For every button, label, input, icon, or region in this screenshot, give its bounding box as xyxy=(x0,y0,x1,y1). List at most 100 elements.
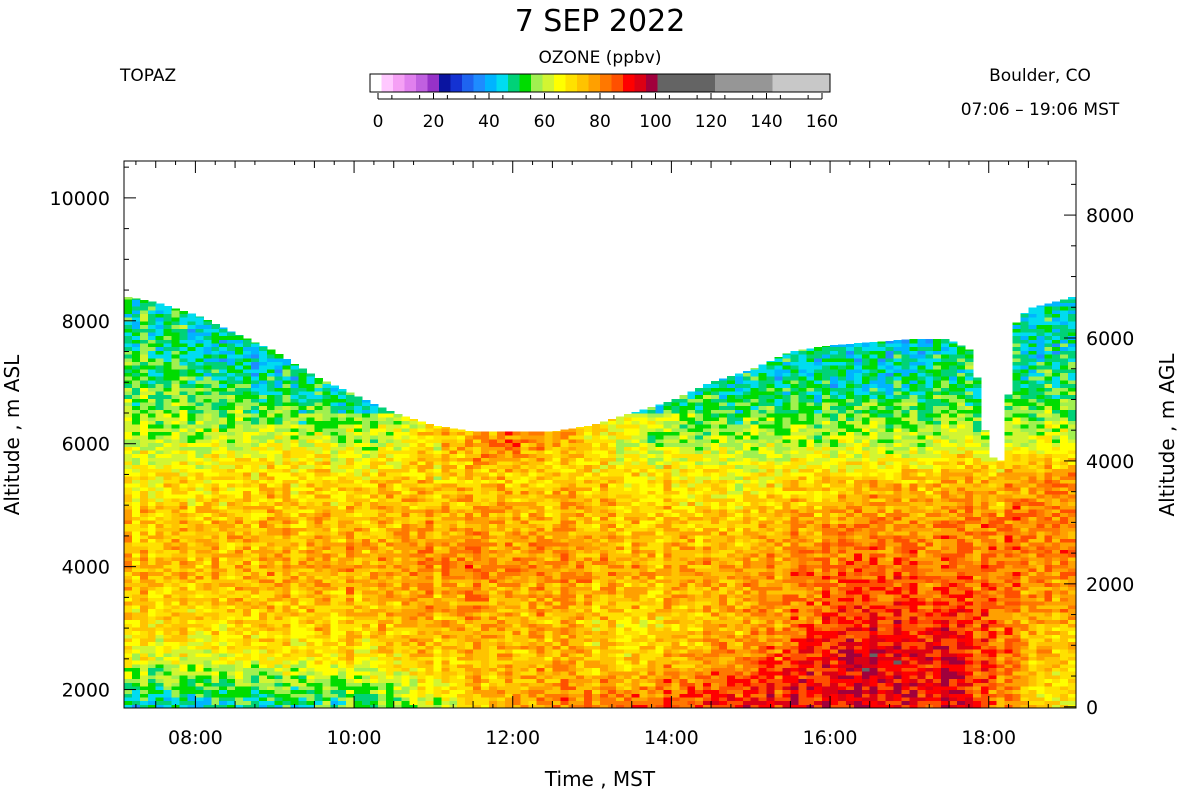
ozone-cell xyxy=(441,619,450,624)
ozone-cell xyxy=(393,685,403,691)
ozone-cell xyxy=(124,383,133,388)
ozone-cell xyxy=(250,424,260,429)
ozone-cell xyxy=(377,549,387,554)
ozone-cell xyxy=(250,530,260,536)
ozone-cell xyxy=(465,623,474,628)
ozone-cell xyxy=(496,508,506,514)
ozone-cell xyxy=(243,656,252,661)
ozone-cell xyxy=(290,634,300,639)
ozone-cell xyxy=(425,534,434,539)
ozone-cell xyxy=(457,634,466,639)
ozone-cell xyxy=(179,368,189,374)
ozone-cell xyxy=(298,471,308,477)
ozone-cell xyxy=(377,634,387,639)
ozone-cell xyxy=(203,615,212,621)
ozone-cell xyxy=(243,538,252,543)
ozone-cell xyxy=(536,571,546,576)
ozone-cell xyxy=(330,412,339,418)
ozone-cell xyxy=(488,453,498,458)
ozone-cell xyxy=(179,645,189,650)
ozone-cell xyxy=(274,656,284,661)
ozone-cell xyxy=(473,601,482,606)
ozone-cell xyxy=(425,586,434,591)
ozone-cell xyxy=(314,575,323,580)
ozone-cell xyxy=(155,682,165,687)
ozone-cell xyxy=(250,383,260,388)
ozone-cell xyxy=(274,593,284,598)
ozone-cell xyxy=(369,630,379,635)
ozone-cell xyxy=(243,663,252,669)
ozone-cell xyxy=(377,407,387,410)
ozone-cell xyxy=(441,549,450,554)
ozone-cell xyxy=(385,494,395,499)
ozone-cell xyxy=(211,361,220,366)
ozone-cell xyxy=(425,427,434,433)
ozone-cell xyxy=(393,453,403,458)
ozone-cell xyxy=(306,387,315,392)
ozone-cell xyxy=(163,416,173,421)
ozone-cell xyxy=(354,527,363,532)
ozone-cell xyxy=(163,649,173,654)
ozone-cell xyxy=(393,634,403,639)
ozone-cell xyxy=(195,571,204,576)
ozone-cell xyxy=(139,682,149,687)
ozone-cell xyxy=(322,615,331,621)
ozone-cell xyxy=(243,682,252,687)
ozone-cell xyxy=(433,667,442,672)
ozone-cell xyxy=(473,501,482,506)
ozone-cell xyxy=(124,641,133,646)
ozone-cell xyxy=(219,704,228,709)
ozone-cell xyxy=(512,471,522,477)
ozone-cell xyxy=(131,578,141,584)
ozone-cell xyxy=(496,578,506,584)
ozone-cell xyxy=(298,457,308,462)
ozone-cell xyxy=(417,468,427,473)
ozone-cell xyxy=(544,590,553,595)
ozone-cell xyxy=(179,479,189,484)
ozone-cell xyxy=(258,464,268,469)
ozone-cell xyxy=(496,674,506,680)
ozone-cell xyxy=(377,523,387,528)
ozone-cell xyxy=(362,560,371,565)
ozone-cell xyxy=(258,453,268,458)
ozone-cell xyxy=(425,438,434,444)
ozone-cell xyxy=(425,645,434,650)
ozone-cell xyxy=(369,649,379,654)
ozone-cell xyxy=(354,615,363,621)
ozone-cell xyxy=(354,685,363,691)
ozone-cell xyxy=(147,401,157,407)
ozone-cell xyxy=(298,527,308,532)
ozone-cell xyxy=(266,357,276,362)
ozone-cell xyxy=(195,446,204,451)
ozone-cell xyxy=(488,667,498,672)
ozone-cell xyxy=(282,545,292,551)
ozone-cell xyxy=(354,519,363,525)
ozone-cell xyxy=(481,693,490,698)
ozone-cell xyxy=(274,634,284,639)
ozone-cell xyxy=(433,582,442,587)
ozone-cell xyxy=(401,696,411,702)
ozone-cell xyxy=(481,457,490,462)
ozone-cell xyxy=(504,438,514,444)
ozone-cell xyxy=(195,623,204,628)
ozone-cell xyxy=(258,685,268,691)
ozone-cell xyxy=(290,416,300,421)
ozone-cell xyxy=(401,512,411,517)
ozone-cell xyxy=(401,553,411,558)
ozone-cell xyxy=(449,435,458,440)
ozone-cell xyxy=(449,601,458,606)
ozone-cell xyxy=(504,564,514,569)
ozone-cell xyxy=(179,365,189,370)
ozone-cell xyxy=(377,542,387,547)
ozone-cell xyxy=(330,556,339,562)
ozone-cell xyxy=(147,619,157,624)
ozone-cell xyxy=(179,401,189,407)
ozone-cell xyxy=(536,512,546,517)
ozone-cell xyxy=(131,471,141,477)
ozone-cell xyxy=(298,696,308,702)
ozone-cell xyxy=(235,619,244,624)
ozone-cell xyxy=(330,387,339,392)
ozone-cell xyxy=(346,615,355,621)
ozone-cell xyxy=(258,398,268,403)
ozone-cell xyxy=(306,471,315,477)
